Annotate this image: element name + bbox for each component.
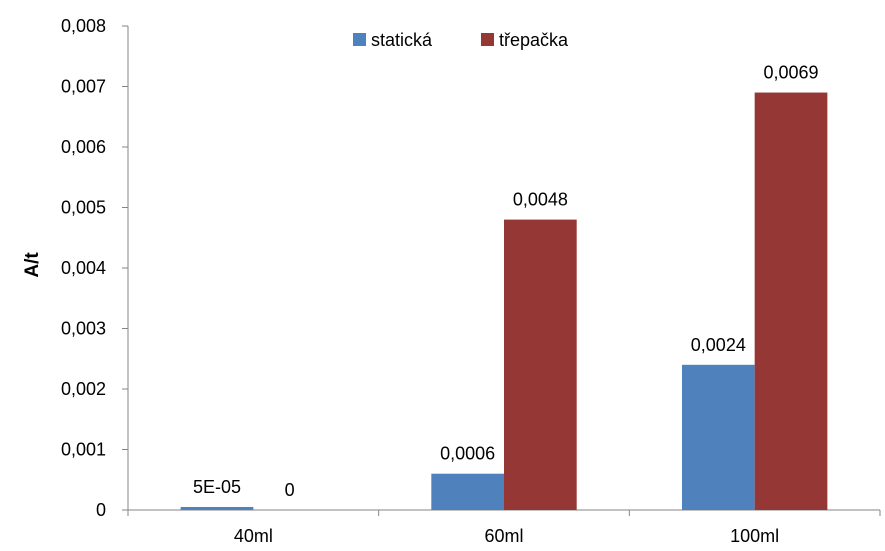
bar-staticka-40ml xyxy=(180,506,254,510)
legend-swatch xyxy=(481,33,494,46)
x-tick-label: 60ml xyxy=(484,526,523,546)
data-label: 0,0069 xyxy=(763,63,818,83)
data-label: 5E-05 xyxy=(193,477,241,497)
legend-swatch xyxy=(353,33,366,46)
x-axis: 40ml 60ml 100ml xyxy=(127,509,881,546)
data-label: 0,0024 xyxy=(691,335,746,355)
data-label: 0,0048 xyxy=(513,190,568,210)
y-axis: 0 0,001 0,002 0,003 0,004 0,005 0,006 0,007 0,00… xyxy=(61,16,129,520)
data-labels: 5E-05 0,0006 0,0024 0 0,0048 0,0069 xyxy=(193,63,819,500)
bar-trepacka-60ml xyxy=(504,219,577,510)
legend: statická třepačka xyxy=(353,30,569,50)
legend-label: třepačka xyxy=(499,30,569,50)
x-tick-label: 100ml xyxy=(730,526,779,546)
y-tick-label: 0,001 xyxy=(61,440,106,460)
bar-staticka-60ml xyxy=(431,473,504,510)
data-label: 0 xyxy=(285,480,295,500)
data-label: 0,0006 xyxy=(440,444,495,464)
y-tick-label: 0,007 xyxy=(61,77,106,97)
bars xyxy=(180,92,828,511)
legend-label: statická xyxy=(371,30,433,50)
bar-staticka-100ml xyxy=(681,364,755,510)
bar-trepacka-100ml xyxy=(754,92,828,511)
y-axis-label: A/t xyxy=(22,252,43,278)
y-tick-label: 0,002 xyxy=(61,379,106,399)
y-tick-label: 0,003 xyxy=(61,319,106,339)
y-tick-label: 0,008 xyxy=(61,16,106,36)
y-tick-label: 0,005 xyxy=(61,198,106,218)
y-tick-label: 0,004 xyxy=(61,258,106,278)
y-tick-label: 0,006 xyxy=(61,137,106,157)
y-tick-label: 0 xyxy=(96,500,106,520)
x-tick-label: 40ml xyxy=(234,526,273,546)
